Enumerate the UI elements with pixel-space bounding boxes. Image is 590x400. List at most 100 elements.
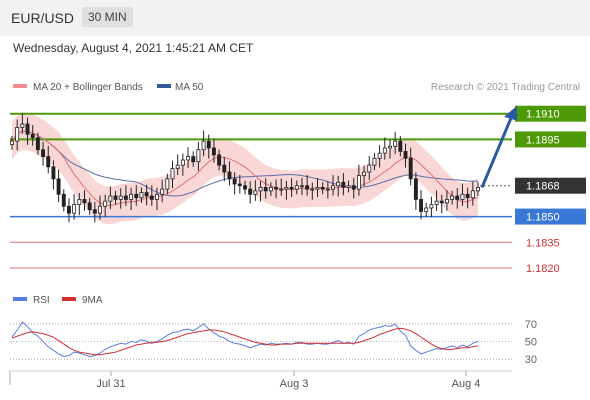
- candle-body: [67, 205, 71, 214]
- candle-body: [476, 187, 480, 192]
- candle-body: [429, 204, 434, 209]
- candle-body: [113, 195, 118, 200]
- legend-swatch-rsi: [13, 297, 27, 301]
- candle-body: [211, 147, 216, 156]
- candle-body: [35, 137, 40, 151]
- resistance-label: 1.1895: [526, 134, 560, 146]
- legend-swatch-ma50: [157, 84, 171, 88]
- candle-body: [315, 187, 320, 190]
- candle-body: [413, 178, 418, 200]
- timeframe-badge[interactable]: 30 MIN: [82, 7, 133, 27]
- ma20-line: [11, 130, 479, 206]
- candle-body: [87, 202, 92, 211]
- candle-body: [41, 149, 46, 157]
- candle-body: [98, 205, 102, 214]
- support-label: 1.1850: [526, 212, 560, 224]
- rsi-tick-label: 50: [525, 337, 537, 349]
- candle-body: [258, 187, 263, 192]
- datetime-label: Wednesday, August 4, 2021 1:45:21 AM CET: [13, 41, 254, 55]
- candle-body: [196, 149, 201, 163]
- candle-body: [279, 188, 284, 191]
- candle-body: [263, 187, 268, 192]
- candle-body: [165, 178, 170, 190]
- candle-body: [82, 199, 87, 204]
- candle-body: [123, 195, 128, 200]
- candle-body: [382, 147, 387, 154]
- candle-body: [175, 164, 180, 169]
- current-price-label: 1.1868: [526, 181, 560, 193]
- candle-body: [170, 168, 175, 180]
- candle-body: [186, 156, 190, 161]
- candle-body: [460, 193, 465, 200]
- currency-pair: EUR/USD: [11, 10, 75, 26]
- candle-body: [51, 166, 56, 180]
- resistance-badge: [515, 105, 586, 122]
- candle-body: [310, 188, 315, 191]
- current-price-badge: [515, 177, 586, 194]
- candle-body: [46, 156, 51, 168]
- legend-label-9ma: 9MA: [82, 295, 103, 306]
- candle-body: [470, 190, 475, 199]
- candle-body: [139, 192, 144, 199]
- legend-swatch-9ma: [62, 297, 76, 301]
- rsi-tick-label: 70: [525, 319, 537, 331]
- credit-label: Research © 2021 Trading Central: [431, 82, 580, 93]
- candle-body: [248, 188, 253, 195]
- candle-body: [160, 188, 165, 195]
- rsi-line: [11, 321, 479, 358]
- candle-body: [325, 188, 330, 191]
- legend-label-ma50: MA 50: [175, 82, 204, 93]
- candle-body: [155, 193, 159, 200]
- rsi-tick-label: 30: [525, 354, 537, 366]
- candle-body: [403, 151, 408, 159]
- candle-body: [351, 185, 356, 190]
- candle-body: [274, 187, 279, 190]
- candle-body: [362, 171, 367, 176]
- candle-body: [346, 185, 351, 188]
- target-label: 1.1820: [526, 263, 560, 275]
- candle-body: [191, 156, 196, 163]
- x-tick-label: Aug 3: [280, 378, 309, 390]
- target-label: 1.1835: [526, 237, 560, 249]
- candle-body: [72, 204, 77, 214]
- candle-body: [217, 154, 222, 166]
- legend-label-rsi: RSI: [33, 295, 50, 306]
- candle-body: [289, 187, 294, 190]
- candle-body: [15, 127, 20, 142]
- candle-body: [284, 187, 289, 190]
- candle-body: [201, 140, 206, 151]
- candle-body: [356, 175, 361, 190]
- candle-body: [444, 199, 449, 204]
- candle-body: [20, 123, 25, 128]
- candle-body: [320, 187, 325, 190]
- candle-body: [388, 145, 392, 149]
- candle-body: [103, 200, 108, 207]
- candle-body: [134, 193, 139, 199]
- candle-body: [424, 207, 429, 212]
- candle-body: [393, 140, 398, 147]
- candle-body: [305, 185, 310, 190]
- candle-body: [77, 199, 82, 205]
- candle-body: [372, 157, 377, 166]
- candle-body: [222, 164, 227, 173]
- resistance-label: 1.1910: [526, 109, 560, 121]
- candle-body: [450, 195, 455, 200]
- bollinger-band: [12, 112, 478, 225]
- candle-body: [129, 193, 134, 200]
- candle-body: [268, 187, 273, 192]
- candle-body: [30, 133, 35, 139]
- candle-body: [206, 140, 211, 149]
- x-tick-label: Aug 4: [452, 378, 481, 390]
- candle-body: [144, 192, 149, 197]
- candle-body: [377, 152, 382, 159]
- candle-body: [108, 195, 113, 202]
- candle-body: [341, 181, 346, 188]
- candle-body: [455, 195, 460, 200]
- rsi-9ma-line: [11, 327, 479, 356]
- candle-body: [149, 195, 154, 200]
- support-badge: [515, 208, 586, 225]
- legend-swatch-ma20: [13, 84, 27, 88]
- candle-body: [331, 185, 335, 190]
